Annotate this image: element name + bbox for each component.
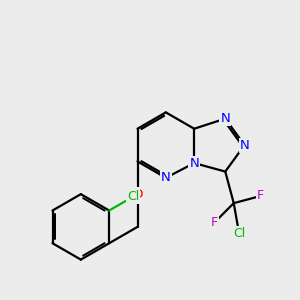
Text: Cl: Cl xyxy=(127,190,140,203)
Text: N: N xyxy=(220,112,230,125)
Text: N: N xyxy=(189,157,199,169)
Text: N: N xyxy=(161,171,171,184)
Text: F: F xyxy=(257,190,264,202)
Text: F: F xyxy=(211,216,218,229)
Text: N: N xyxy=(240,139,249,152)
Text: Cl: Cl xyxy=(233,227,245,240)
Text: O: O xyxy=(132,188,143,201)
